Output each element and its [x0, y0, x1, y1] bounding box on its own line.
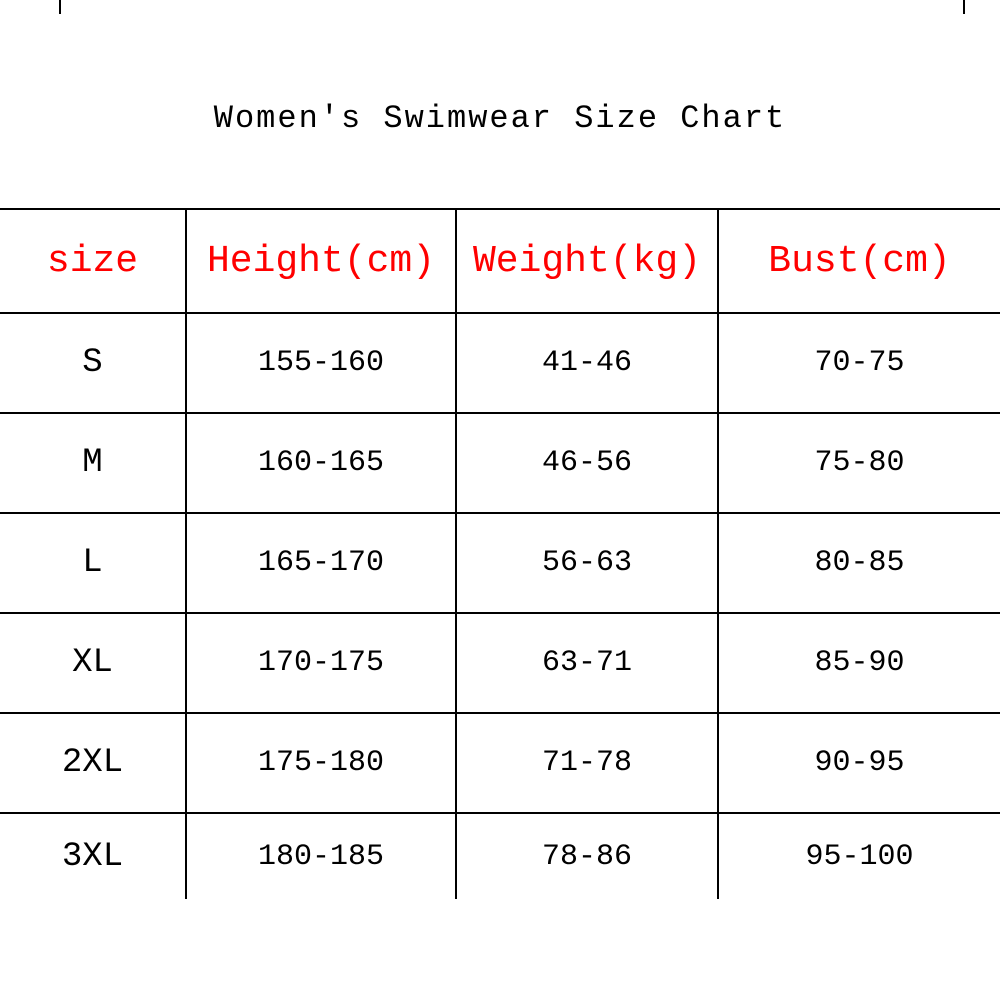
cell-size: 2XL [0, 713, 186, 813]
cell-height: 155-160 [186, 313, 456, 413]
table-row: 2XL 175-180 71-78 90-95 [0, 713, 1000, 813]
header-bust: Bust(cm) [718, 209, 1000, 313]
cell-height: 180-185 [186, 813, 456, 899]
header-weight: Weight(kg) [456, 209, 718, 313]
cell-height: 165-170 [186, 513, 456, 613]
cell-weight: 56-63 [456, 513, 718, 613]
cell-bust: 90-95 [718, 713, 1000, 813]
cell-weight: 78-86 [456, 813, 718, 899]
table-row: S 155-160 41-46 70-75 [0, 313, 1000, 413]
cell-size: M [0, 413, 186, 513]
tick-mark-right [963, 0, 965, 14]
cell-weight: 46-56 [456, 413, 718, 513]
cell-bust: 75-80 [718, 413, 1000, 513]
cell-size: L [0, 513, 186, 613]
cell-weight: 63-71 [456, 613, 718, 713]
cell-weight: 41-46 [456, 313, 718, 413]
size-chart-table-container: size Height(cm) Weight(kg) Bust(cm) S 15… [0, 208, 1000, 899]
cell-size: XL [0, 613, 186, 713]
size-chart-table: size Height(cm) Weight(kg) Bust(cm) S 15… [0, 208, 1000, 899]
cell-size: S [0, 313, 186, 413]
cell-bust: 80-85 [718, 513, 1000, 613]
cell-size: 3XL [0, 813, 186, 899]
cell-bust: 85-90 [718, 613, 1000, 713]
table-header-row: size Height(cm) Weight(kg) Bust(cm) [0, 209, 1000, 313]
cell-height: 170-175 [186, 613, 456, 713]
tick-mark-left [59, 0, 61, 14]
table-row: 3XL 180-185 78-86 95-100 [0, 813, 1000, 899]
table-row: M 160-165 46-56 75-80 [0, 413, 1000, 513]
table-row: XL 170-175 63-71 85-90 [0, 613, 1000, 713]
page-title: Women's Swimwear Size Chart [0, 100, 1000, 137]
cell-bust: 95-100 [718, 813, 1000, 899]
header-height: Height(cm) [186, 209, 456, 313]
header-size: size [0, 209, 186, 313]
cell-bust: 70-75 [718, 313, 1000, 413]
table-row: L 165-170 56-63 80-85 [0, 513, 1000, 613]
cell-height: 160-165 [186, 413, 456, 513]
cell-weight: 71-78 [456, 713, 718, 813]
cell-height: 175-180 [186, 713, 456, 813]
